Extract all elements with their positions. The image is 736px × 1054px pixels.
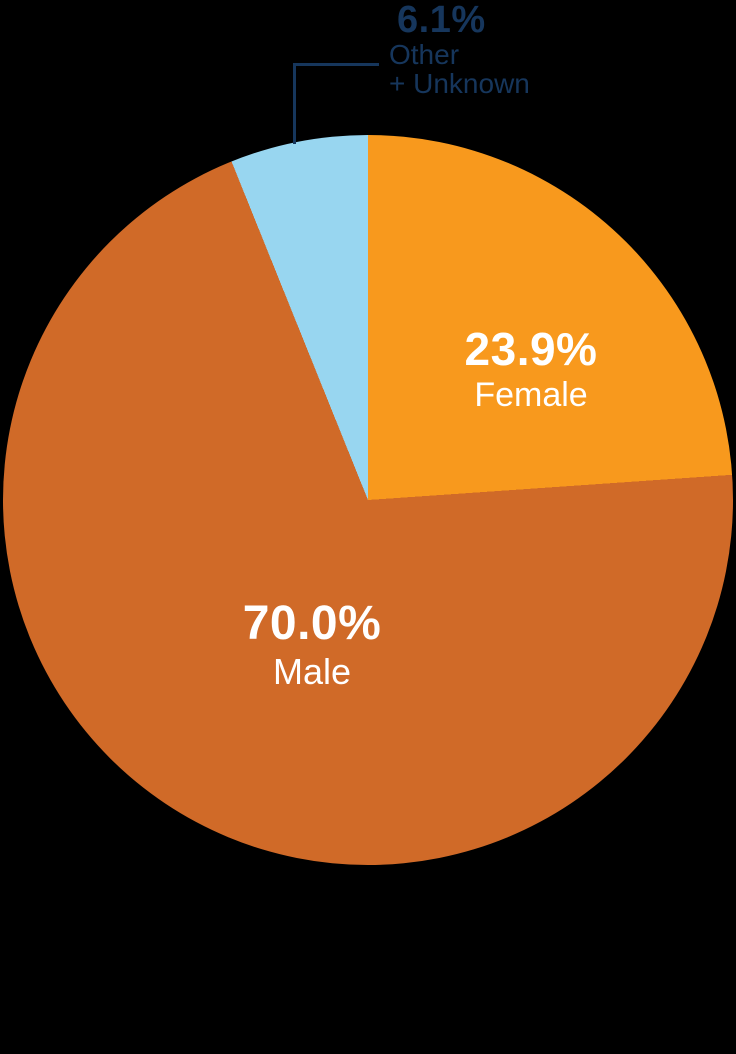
callout-line bbox=[293, 63, 379, 144]
pie-chart bbox=[3, 135, 733, 865]
other-percent-value: 6.1% bbox=[397, 0, 486, 41]
other-slice-name-line1: Other bbox=[389, 39, 460, 70]
other-slice-name-line2: + Unknown bbox=[389, 68, 530, 99]
other-slice-label: 6.1% Other + Unknown bbox=[389, 0, 530, 98]
